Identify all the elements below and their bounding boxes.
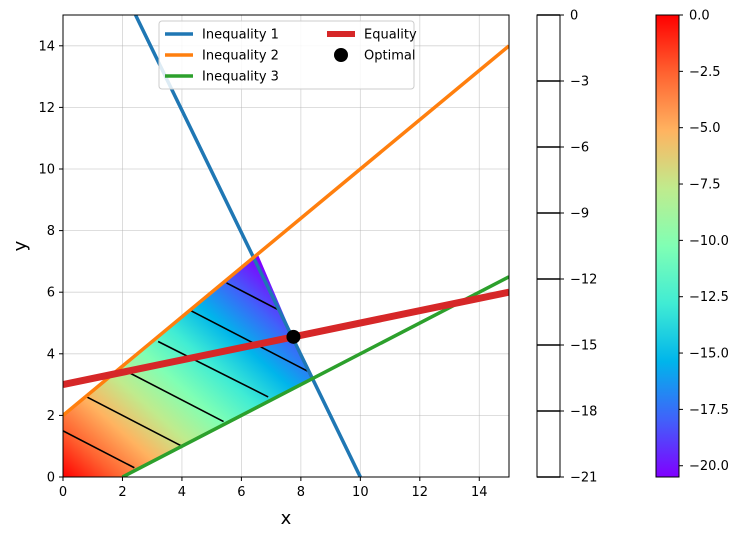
plot-frame [62, 14, 510, 478]
series-lines [63, 15, 509, 477]
objective-colorbar: 0.0 −2.5 −5.0 −7.5 −10.0 −12.5 −15.0 −17.5 −20.0 [655, 9, 729, 478]
x-tick-label: 14 [471, 485, 488, 500]
y-axis: 0 2 4 6 8 10 12 14 [38, 39, 63, 486]
x-tick-label: 6 [237, 485, 245, 500]
x-axis: 0 2 4 6 8 10 12 14 [59, 477, 488, 500]
objective-contour-line [86, 396, 183, 447]
objective-colorbar-tick-label: −10.0 [689, 234, 729, 249]
x-tick-label: 0 [59, 485, 67, 500]
series-line-inequality-1 [133, 15, 362, 477]
y-tick-label: 10 [38, 163, 55, 178]
x-tick-label: 2 [118, 485, 126, 500]
x-tick-label: 12 [412, 485, 429, 500]
objective-colorbar-tick-label: −15.0 [689, 347, 729, 362]
x-tick-label: 8 [297, 485, 305, 500]
y-tick-label: 8 [47, 224, 55, 239]
series-line-equality [63, 288, 509, 389]
contour-colorbar-tick-label: −3 [570, 75, 589, 90]
objective-colorbar-tick-label: −17.5 [689, 403, 729, 418]
y-tick-label: 14 [38, 39, 55, 54]
legend-label: Optimal [364, 49, 415, 64]
feasible-region [63, 254, 312, 477]
contour-colorbar: 0 −3 −6 −9 −12 −15 −18 −21 [536, 9, 597, 486]
objective-colorbar-tick-label: −2.5 [689, 65, 721, 80]
objective-colorbar-tick-label: −12.5 [689, 290, 729, 305]
objective-colorbar-tick-label: −20.0 [689, 459, 729, 474]
x-axis-label: x [281, 508, 292, 529]
y-tick-label: 2 [47, 409, 55, 424]
y-tick-label: 0 [47, 471, 55, 486]
contour-colorbar-tick-label: −12 [570, 273, 597, 288]
objective-contours [63, 282, 311, 469]
objective-contour-line [226, 282, 281, 312]
contour-colorbar-frame [536, 14, 561, 478]
series-line-inequality-2 [63, 44, 509, 417]
legend-swatch-optimal [334, 48, 348, 62]
y-tick-label: 6 [47, 286, 55, 301]
legend: Inequality 1 Inequality 2 Inequality 3 Equa… [158, 20, 417, 90]
objective-contour-line [190, 309, 311, 373]
objective-contour-line [122, 368, 224, 423]
contour-colorbar-tick-label: 0 [570, 9, 578, 24]
contour-colorbar-tick-label: −9 [570, 207, 589, 222]
objective-colorbar-tick-label: 0.0 [689, 9, 710, 24]
contour-colorbar-tick-label: −18 [570, 405, 597, 420]
markers [286, 329, 301, 344]
optimal-point [286, 329, 301, 344]
objective-colorbar-tick-label: −7.5 [689, 178, 721, 193]
objective-contour-line [63, 430, 135, 469]
legend-box [158, 20, 415, 90]
y-tick-label: 12 [38, 101, 55, 116]
legend-label: Inequality 3 [202, 70, 279, 85]
contour-colorbar-tick-label: −21 [570, 471, 597, 486]
objective-contour-line [157, 340, 269, 398]
legend-label: Inequality 1 [202, 28, 279, 43]
plot-area [63, 15, 509, 477]
legend-label: Inequality 2 [202, 49, 279, 64]
objective-colorbar-fill [655, 14, 680, 478]
legend-label: Equality [364, 28, 417, 43]
series-line-inequality-3 [121, 275, 509, 477]
contour-colorbar-tick-label: −6 [570, 141, 589, 156]
objective-colorbar-tick-label: −5.0 [689, 121, 721, 136]
contour-colorbar-tick-label: −15 [570, 339, 597, 354]
x-tick-label: 10 [352, 485, 369, 500]
x-tick-label: 4 [178, 485, 186, 500]
y-tick-label: 4 [47, 347, 55, 362]
y-axis-label: y [10, 240, 31, 251]
